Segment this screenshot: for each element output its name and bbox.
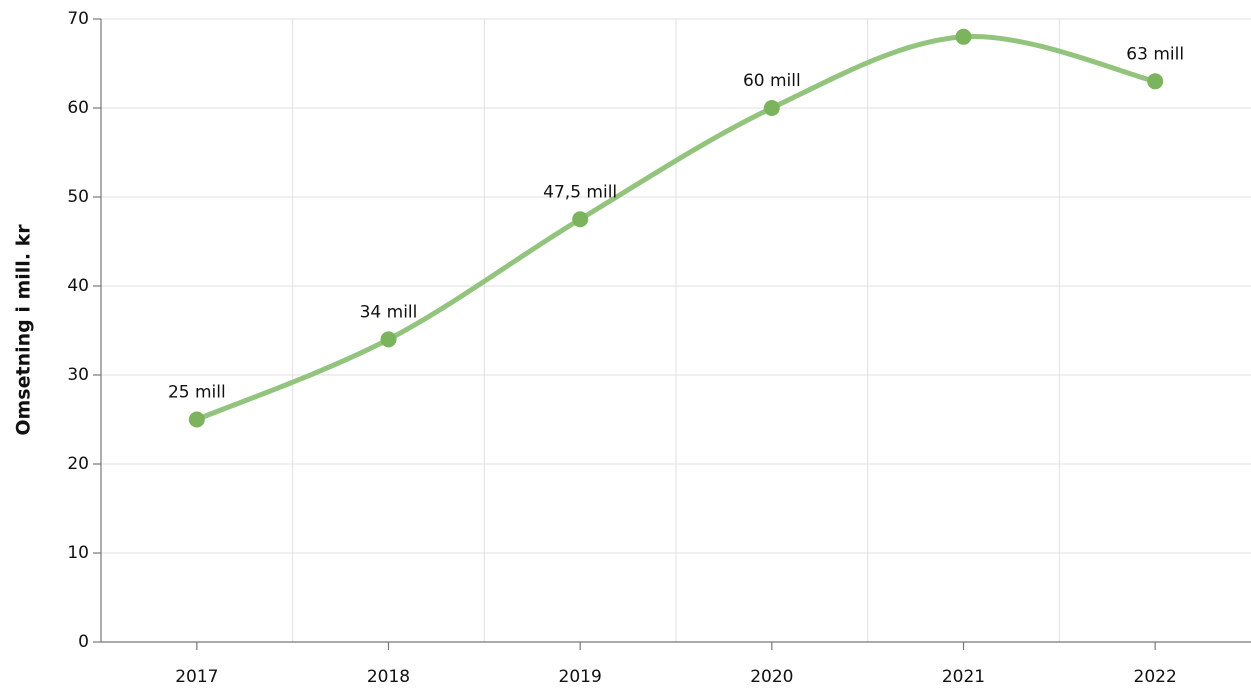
y-tick-label: 0 xyxy=(78,632,89,652)
data-label: 60 mill xyxy=(743,71,801,91)
data-label: 63 mill xyxy=(1126,44,1184,64)
x-tick-label: 2017 xyxy=(175,667,218,687)
y-tick-label: 20 xyxy=(67,454,89,474)
y-tick-label: 60 xyxy=(67,98,89,118)
y-tick-label: 10 xyxy=(67,543,89,563)
x-tick-label: 2018 xyxy=(367,667,410,687)
data-label: 34 mill xyxy=(360,302,418,322)
marker xyxy=(763,100,780,116)
x-tick-label: 2022 xyxy=(1134,667,1177,687)
y-tick-label: 50 xyxy=(67,187,89,207)
y-tick-label: 40 xyxy=(67,276,89,296)
y-tick-label: 30 xyxy=(67,365,89,385)
x-tick-label: 2020 xyxy=(750,667,793,687)
y-axis-title: Omsetning i mill. kr xyxy=(13,224,35,436)
data-label: 25 mill xyxy=(168,383,226,403)
x-tick-label: 2019 xyxy=(559,667,602,687)
line xyxy=(194,33,1158,422)
data-label: 47,5 mill xyxy=(543,182,617,202)
marker xyxy=(955,28,972,45)
x-tick-label: 2021 xyxy=(942,667,985,687)
y-tick-label: 70 xyxy=(67,9,89,29)
marker xyxy=(380,331,397,348)
marker xyxy=(188,411,205,428)
marker xyxy=(1147,73,1164,90)
marker xyxy=(572,211,589,228)
